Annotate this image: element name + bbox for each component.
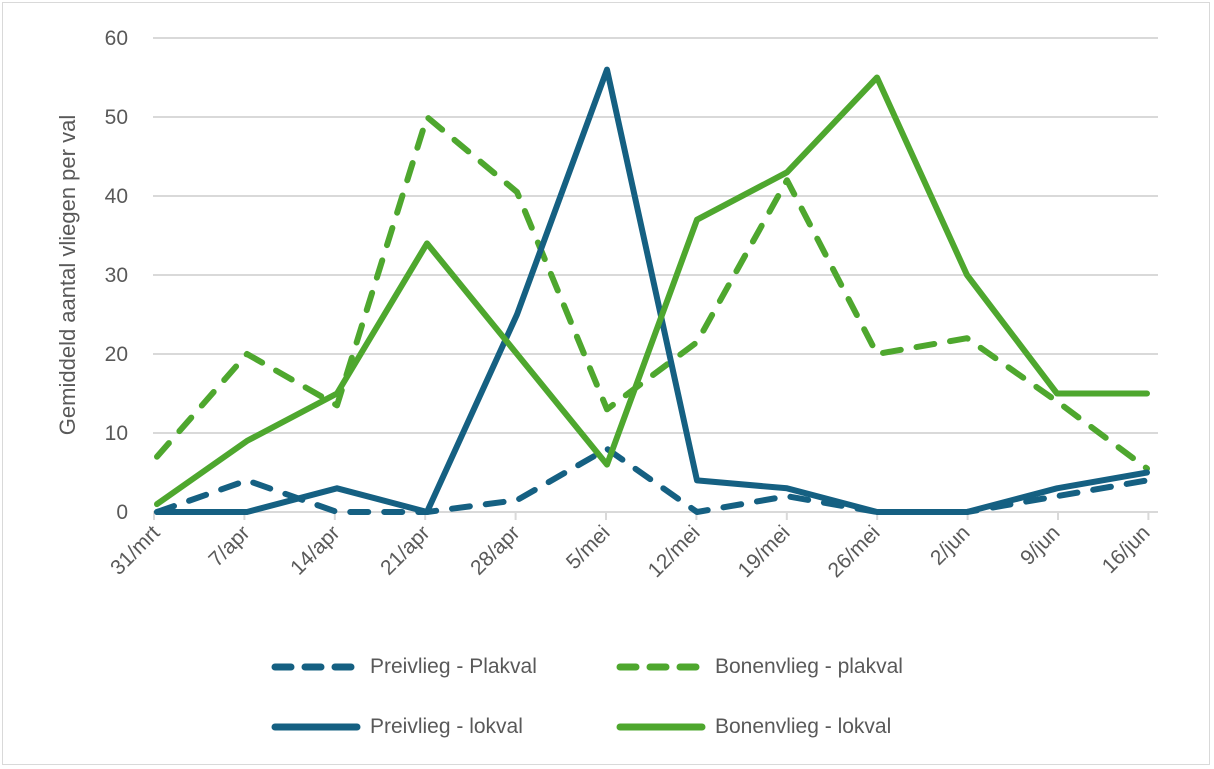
- legend-item-preivlieg-plakval[interactable]: Preivlieg - Plakval: [270, 648, 615, 686]
- x-tick-label: 12/mei: [644, 521, 705, 582]
- series-line-bonenvlieg-plakval: [154, 114, 1150, 472]
- x-axis: 31/mrt 7/apr 14/apr 21/apr 28/apr 5/mei 12/mei…: [106, 511, 1158, 582]
- x-tick-label: 21/apr: [376, 521, 434, 579]
- legend-label: Preivlieg - Plakval: [370, 655, 537, 678]
- y-tick-label: 50: [105, 106, 128, 129]
- x-tick-label: 9/jun: [1016, 521, 1064, 569]
- legend-item-bonenvlieg-plakval[interactable]: Bonenvlieg - plakval: [615, 648, 960, 686]
- dashed-green-line-icon: [616, 663, 706, 671]
- legend-label: Bonenvlieg - plakval: [715, 655, 903, 678]
- x-tick-label: 5/mei: [562, 521, 615, 574]
- series-line-preivlieg-lokval: [154, 66, 1150, 515]
- y-axis-label: Gemiddeld aantal vliegen per val: [55, 115, 80, 435]
- y-tick-label: 20: [105, 343, 128, 366]
- solid-green-line-icon: [616, 723, 706, 731]
- y-tick-label: 10: [105, 422, 128, 445]
- x-tick-label: 28/apr: [466, 521, 524, 579]
- x-tick-label: 16/jun: [1098, 521, 1155, 578]
- series-lines: [154, 66, 1150, 515]
- y-tick-label: 60: [105, 27, 128, 50]
- x-tick-label: 2/jun: [926, 521, 974, 569]
- x-tick-label: 26/mei: [824, 521, 885, 582]
- legend: Preivlieg - Plakval Bonenvlieg - plakval…: [270, 648, 990, 746]
- legend-item-preivlieg-lokval[interactable]: Preivlieg - lokval: [270, 708, 615, 746]
- solid-blue-line-icon: [271, 723, 361, 731]
- line-chart: 0 10 20 30 40 50 60 31/mrt 7/apr 14/apr 21/apr 28/…: [55, 27, 1158, 582]
- legend-label: Preivlieg - lokval: [370, 715, 523, 738]
- y-axis-ticks: 0 10 20 30 40 50 60: [105, 27, 128, 524]
- y-tick-label: 40: [105, 185, 128, 208]
- x-tick-label: 7/apr: [204, 521, 254, 571]
- y-tick-label: 30: [105, 264, 128, 287]
- x-tick-label: 31/mrt: [106, 521, 164, 579]
- x-tick-label: 19/mei: [734, 521, 795, 582]
- y-tick-label: 0: [116, 501, 128, 524]
- x-tick-label: 14/apr: [286, 521, 344, 579]
- dashed-blue-line-icon: [271, 663, 361, 671]
- series-line-preivlieg-plakval: [154, 445, 1150, 515]
- series-line-bonenvlieg-lokval: [154, 74, 1150, 508]
- legend-label: Bonenvlieg - lokval: [715, 715, 892, 738]
- legend-item-bonenvlieg-lokval[interactable]: Bonenvlieg - lokval: [615, 708, 960, 746]
